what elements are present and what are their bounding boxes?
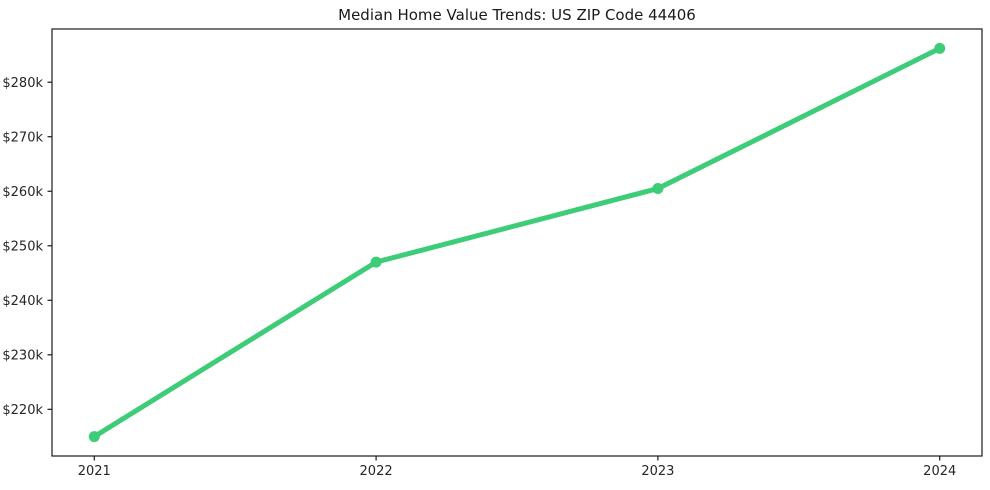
data-point-marker bbox=[370, 256, 382, 268]
x-tick-label: 2023 bbox=[641, 464, 674, 479]
y-tick-label: $260k bbox=[2, 185, 43, 200]
data-point-marker bbox=[652, 183, 664, 195]
axes-box bbox=[51, 28, 983, 457]
x-tick-label: 2024 bbox=[923, 464, 956, 479]
y-tick-label: $270k bbox=[2, 130, 43, 145]
data-point-marker bbox=[88, 431, 100, 443]
y-tick-label: $230k bbox=[2, 348, 43, 363]
y-tick-label: $280k bbox=[2, 76, 43, 91]
x-tick-label: 2021 bbox=[78, 464, 111, 479]
x-tick-label: 2022 bbox=[360, 464, 393, 479]
chart-title: Median Home Value Trends: US ZIP Code 44… bbox=[338, 6, 696, 24]
y-tick-label: $220k bbox=[2, 403, 43, 418]
data-line bbox=[91, 45, 943, 440]
data-markers bbox=[88, 42, 946, 443]
y-tick-label: $240k bbox=[2, 294, 43, 309]
x-axis-ticks: 2021 2022 2023 2024 bbox=[78, 456, 956, 479]
data-point-marker bbox=[934, 42, 946, 54]
y-axis-ticks: $220k $230k $240k $250k $260k $270k $280k bbox=[2, 76, 52, 418]
y-tick-label: $250k bbox=[2, 239, 43, 254]
